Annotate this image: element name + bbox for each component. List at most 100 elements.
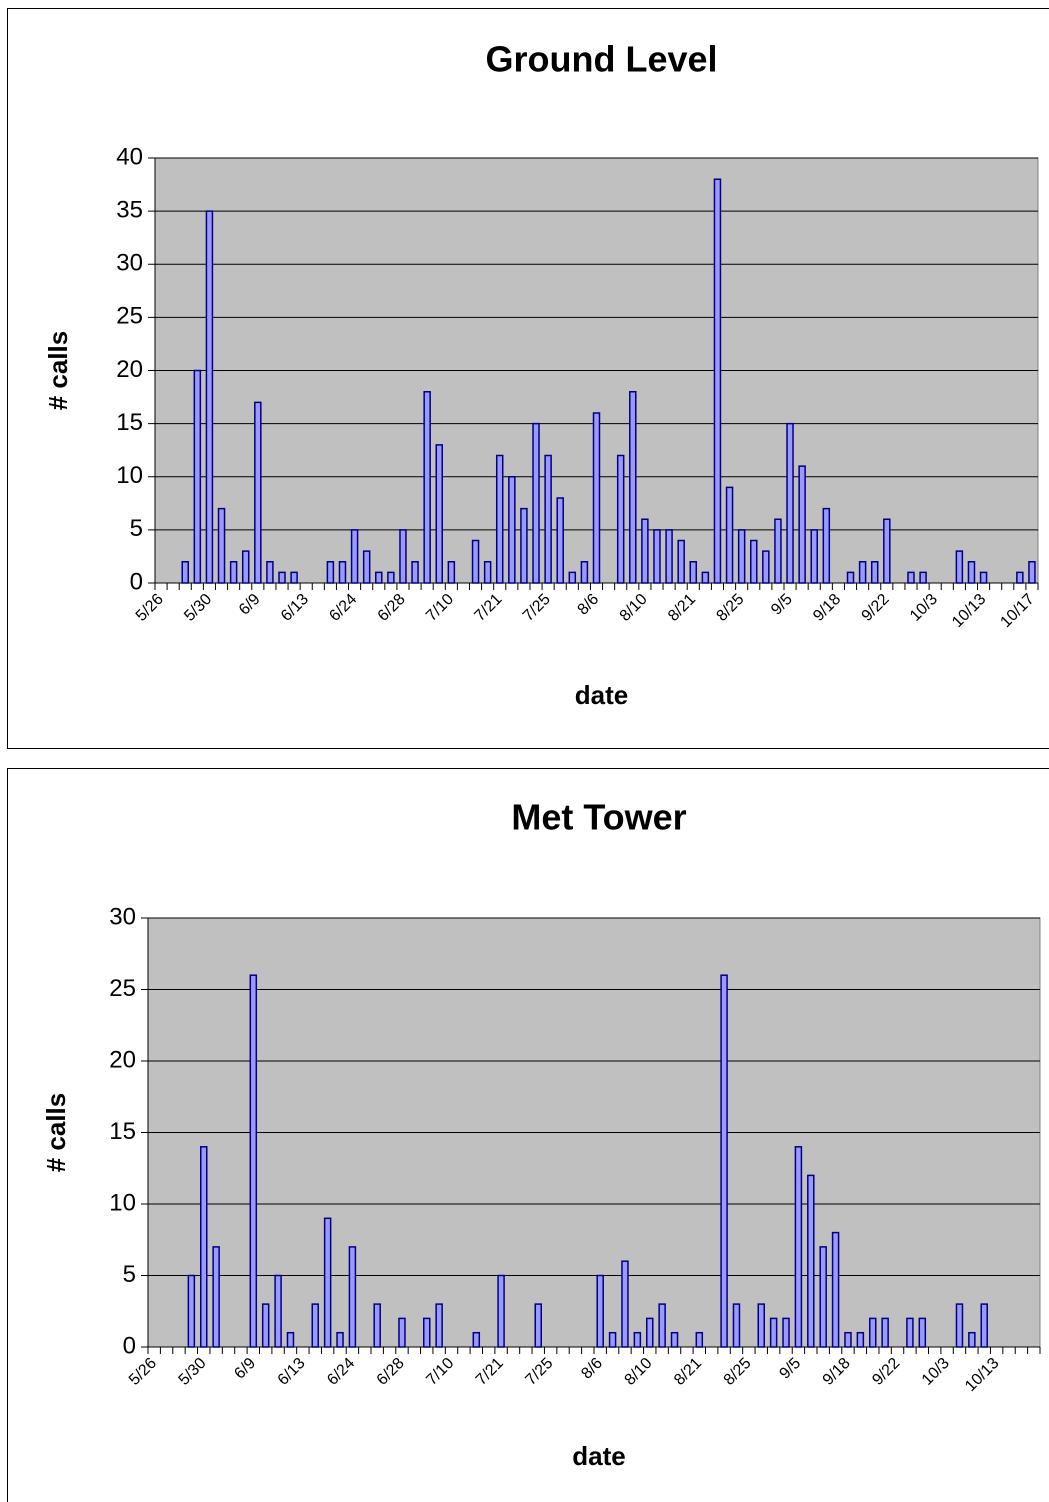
bar (362, 550, 371, 584)
bar (338, 561, 347, 584)
bar (423, 391, 431, 584)
bar (629, 391, 637, 584)
bar (616, 454, 625, 584)
bar (769, 1317, 778, 1348)
bar (641, 518, 649, 584)
bar (695, 1331, 704, 1348)
bar (373, 1303, 381, 1348)
bar (980, 1303, 988, 1348)
bar (670, 1331, 679, 1348)
bar (181, 561, 189, 584)
bar (918, 1317, 927, 1348)
y-tick-label: 20 (116, 356, 143, 383)
bar (193, 369, 202, 584)
bar (713, 178, 722, 584)
bar (732, 1303, 741, 1348)
y-tick-label: 30 (116, 250, 143, 277)
bar (689, 561, 698, 584)
bar (532, 422, 540, 584)
bar (212, 1246, 220, 1348)
bar (398, 1317, 406, 1348)
bar (831, 1231, 840, 1348)
y-tick-label: 5 (123, 1261, 136, 1288)
bar (254, 401, 262, 584)
bar (846, 571, 855, 584)
bar (375, 571, 383, 584)
bar (807, 1174, 815, 1348)
y-tick-label: 20 (109, 1046, 136, 1073)
bar (348, 1246, 357, 1348)
bar (568, 571, 577, 584)
y-tick-label: 30 (109, 903, 136, 930)
bar (677, 539, 685, 584)
x-axis-label: date (575, 680, 628, 710)
bar (229, 561, 238, 584)
bar (955, 550, 964, 584)
bar (737, 529, 746, 584)
bar (423, 1317, 431, 1348)
bar (844, 1331, 852, 1348)
bar (249, 974, 258, 1348)
y-tick-label: 15 (116, 409, 143, 436)
bar (520, 507, 528, 584)
bar (621, 1260, 629, 1348)
chart-title: Met Tower (511, 797, 686, 838)
bar (665, 529, 673, 584)
bar (187, 1274, 196, 1348)
bar (701, 571, 710, 584)
bar (472, 1331, 481, 1348)
bar (592, 412, 601, 584)
y-tick-label: 25 (109, 975, 136, 1002)
bar (411, 561, 419, 584)
bar (241, 550, 250, 584)
bar (1028, 561, 1036, 584)
bar (290, 571, 298, 584)
y-tick-label: 15 (109, 1118, 136, 1145)
y-tick-label: 10 (116, 462, 143, 489)
y-tick-label: 5 (130, 515, 143, 542)
bar (336, 1331, 344, 1348)
bar (757, 1303, 765, 1348)
bar (794, 1146, 803, 1348)
bar (387, 571, 395, 584)
y-tick-label: 0 (130, 568, 143, 595)
bar (311, 1303, 319, 1348)
bar (205, 210, 214, 584)
bar (274, 1274, 282, 1348)
bar (881, 1317, 889, 1348)
bar (856, 1331, 865, 1348)
bar (633, 1331, 642, 1348)
bar (495, 454, 504, 584)
bar (907, 571, 915, 584)
bar (286, 1331, 295, 1348)
bar (435, 1303, 443, 1348)
bar (350, 529, 359, 584)
bar (819, 1246, 827, 1348)
bar (883, 518, 891, 584)
bar (979, 571, 988, 584)
bar (483, 561, 492, 584)
bar (266, 561, 274, 584)
y-axis-label: # calls (43, 331, 73, 411)
bar (200, 1146, 208, 1348)
y-tick-label: 35 (116, 196, 143, 223)
bar (544, 454, 552, 584)
y-tick-label: 10 (109, 1189, 136, 1216)
bar (217, 507, 226, 584)
bar (720, 974, 728, 1348)
bar (810, 529, 818, 584)
bar (435, 444, 444, 584)
bar (782, 1317, 790, 1348)
bar (786, 422, 794, 584)
bar (658, 1303, 666, 1348)
bar (725, 486, 734, 584)
bar (870, 561, 879, 584)
bar (534, 1303, 542, 1348)
bar (1016, 571, 1024, 584)
chart-title: Ground Level (485, 39, 717, 80)
bar (822, 507, 831, 584)
y-axis-label: # calls (41, 1093, 71, 1173)
bar (278, 571, 286, 584)
bar (326, 561, 335, 584)
